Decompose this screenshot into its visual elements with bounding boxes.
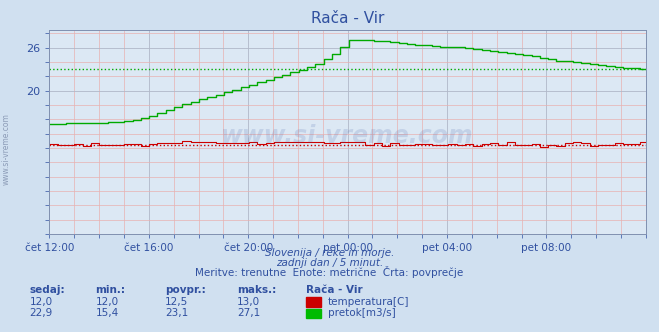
Text: 12,0: 12,0 (96, 297, 119, 307)
Text: pretok[m3/s]: pretok[m3/s] (328, 308, 395, 318)
Text: zadnji dan / 5 minut.: zadnji dan / 5 minut. (276, 258, 383, 268)
Title: Rača - Vir: Rača - Vir (311, 11, 384, 26)
Text: www.si-vreme.com: www.si-vreme.com (221, 124, 474, 148)
Text: 23,1: 23,1 (165, 308, 188, 318)
Text: Rača - Vir: Rača - Vir (306, 285, 363, 295)
Text: 12,5: 12,5 (165, 297, 188, 307)
Text: 12,0: 12,0 (30, 297, 53, 307)
Text: min.:: min.: (96, 285, 126, 295)
Text: povpr.:: povpr.: (165, 285, 206, 295)
Text: 27,1: 27,1 (237, 308, 260, 318)
Text: maks.:: maks.: (237, 285, 277, 295)
Text: 15,4: 15,4 (96, 308, 119, 318)
Text: 13,0: 13,0 (237, 297, 260, 307)
Text: temperatura[C]: temperatura[C] (328, 297, 409, 307)
Text: Meritve: trenutne  Enote: metrične  Črta: povprečje: Meritve: trenutne Enote: metrične Črta: … (195, 266, 464, 278)
Text: Slovenija / reke in morje.: Slovenija / reke in morje. (265, 248, 394, 258)
Text: sedaj:: sedaj: (30, 285, 65, 295)
Text: www.si-vreme.com: www.si-vreme.com (2, 114, 11, 185)
Text: 22,9: 22,9 (30, 308, 53, 318)
